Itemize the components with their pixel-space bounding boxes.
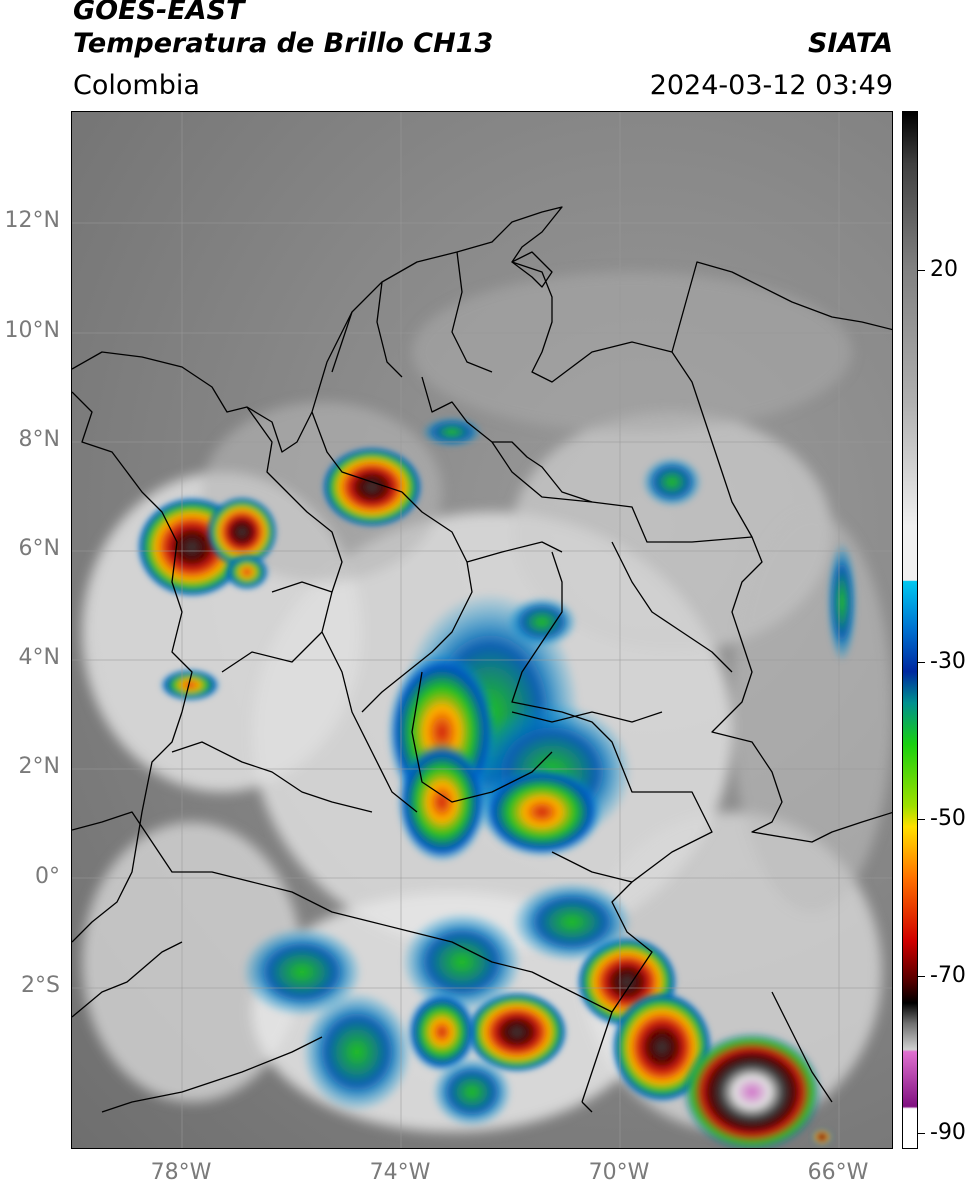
colorbar-label-20: 20: [930, 257, 958, 282]
cirrus-layer: [82, 272, 892, 1132]
timestamp-label: 2024-03-12 03:49: [649, 70, 893, 101]
colorbar-tick-minus30: [917, 662, 925, 663]
agency-label: SIATA: [807, 28, 893, 59]
colorbar-tick-minus70: [917, 976, 925, 977]
lat-label-0: 0°: [35, 864, 60, 889]
map-canvas: [72, 112, 892, 1148]
lat-label-4n: 4°N: [18, 645, 60, 670]
colorbar-label-minus50: -50: [930, 806, 966, 831]
lon-label-70w: 70°W: [588, 1160, 650, 1185]
colorbar-label-minus70: -70: [930, 963, 966, 988]
lat-label-12n: 12°N: [4, 208, 60, 233]
satellite-map[interactable]: [71, 111, 893, 1149]
lat-label-6n: 6°N: [18, 536, 60, 561]
lon-label-74w: 74°W: [369, 1160, 431, 1185]
product-title: GOES-EAST: [73, 0, 245, 26]
borders: [72, 206, 892, 1113]
colorbar-label-minus90: -90: [930, 1120, 966, 1145]
temperature-colorbar: [902, 111, 918, 1149]
colorbar-tick-minus90: [917, 1133, 925, 1134]
lat-label-2n: 2°N: [18, 754, 60, 779]
region-label: Colombia: [73, 70, 200, 101]
colorbar-tick-minus50: [917, 819, 925, 820]
product-subtitle: Temperatura de Brillo CH13: [73, 28, 494, 59]
colorbar-tick-20: [917, 270, 925, 271]
lon-label-66w: 66°W: [807, 1160, 869, 1185]
convective-cells: [137, 417, 857, 1148]
colorbar-label-minus30: -30: [930, 649, 966, 674]
lat-label-8n: 8°N: [18, 427, 60, 452]
lat-label-2s: 2°S: [21, 973, 60, 998]
lon-label-78w: 78°W: [150, 1160, 212, 1185]
lat-label-10n: 10°N: [4, 318, 60, 343]
